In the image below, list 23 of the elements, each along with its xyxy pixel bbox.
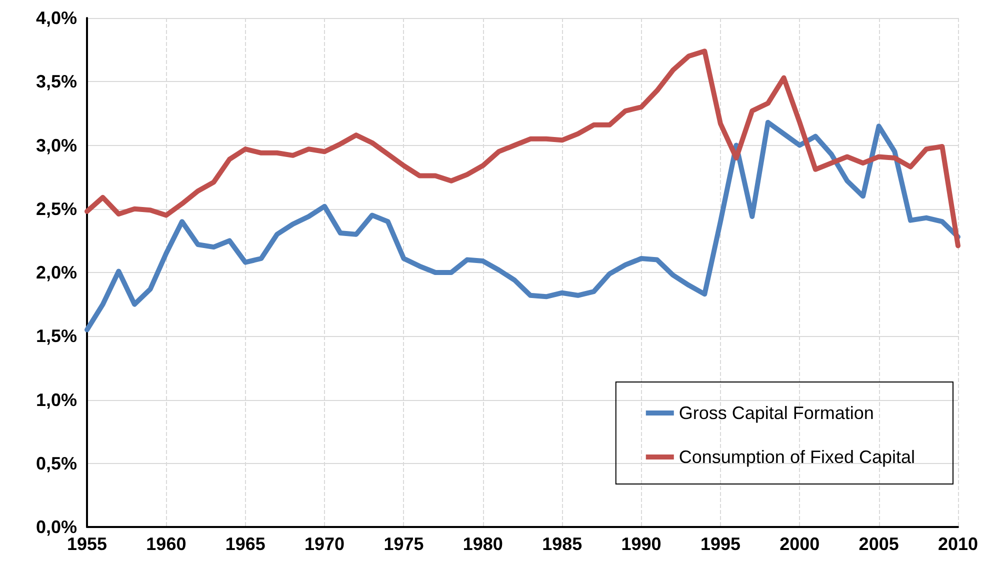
y-tick-label: 3,5% [36,72,77,92]
x-tick-label: 2000 [780,534,820,554]
x-tick-label: 1975 [384,534,424,554]
x-tick-label: 1980 [462,534,503,554]
x-tick-label: 1985 [542,534,582,554]
legend-label: Gross Capital Formation [678,403,874,423]
x-tick-label: 1965 [225,534,266,554]
y-tick-label: 1,0% [36,390,77,410]
y-tick-label: 0,0% [36,517,77,537]
y-tick-label: 2,0% [36,262,77,282]
y-tick-label: 0,5% [36,453,77,474]
x-tick-label: 1990 [621,534,662,554]
x-tick-label: 1955 [66,534,108,554]
legend-label: Consumption of Fixed Capital [678,447,916,467]
y-tick-label: 1,5% [36,326,77,346]
x-tick-label: 1970 [304,534,345,554]
y-tick-label: 4,0% [36,8,77,28]
x-tick-label: 2010 [938,534,978,554]
x-tick-label: 2005 [858,534,899,554]
x-tick-label: 1960 [146,534,186,554]
y-tick-label: 3,0% [36,135,77,156]
x-tick-label: 1995 [700,534,740,554]
y-tick-label: 2,5% [36,198,77,219]
